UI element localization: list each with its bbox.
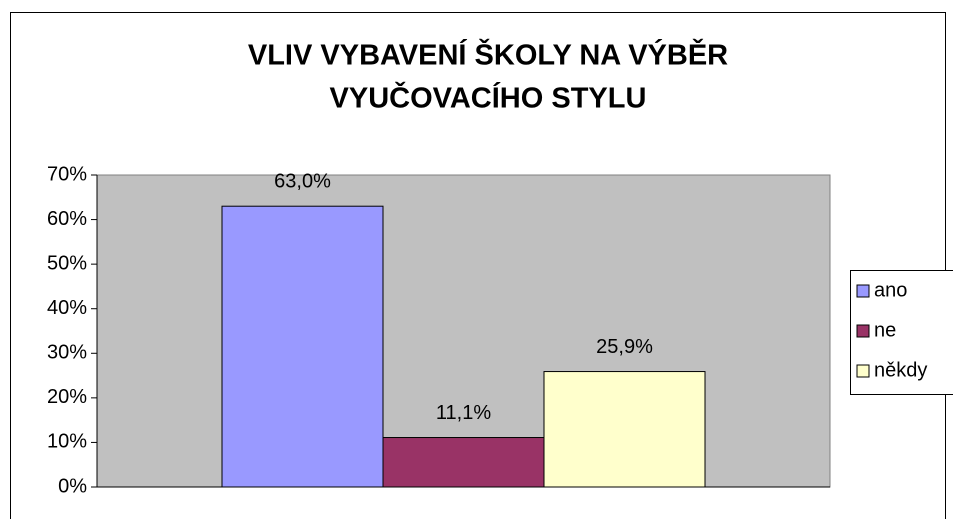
chart-title: VYUČOVACÍHO STYLU [330, 81, 647, 115]
data-label: 11,1% [436, 402, 491, 424]
y-tick-label: 10% [47, 431, 87, 453]
plot-area [96, 174, 831, 488]
y-tick-label: 60% [47, 208, 87, 230]
legend-label: někdy [874, 359, 927, 381]
bar [382, 437, 545, 488]
y-tick-label: 40% [47, 297, 87, 319]
data-label: 63,0% [274, 170, 331, 192]
legend-label: ne [874, 319, 896, 341]
bar [221, 205, 384, 488]
y-tick-label: 20% [47, 386, 87, 408]
legend-swatch [856, 364, 870, 378]
y-tick-label: 30% [47, 342, 87, 364]
data-label: 25,9% [596, 336, 653, 358]
legend-swatch [856, 324, 870, 338]
y-tick-label: 50% [47, 252, 87, 274]
legend-label: ano [874, 279, 907, 301]
legend-swatch [856, 284, 870, 298]
y-tick-label: 70% [47, 163, 87, 185]
bar [543, 371, 706, 488]
y-tick-label: 0% [58, 475, 87, 497]
chart-title: VLIV VYBAVENÍ ŠKOLY NA VÝBĚR [248, 38, 728, 72]
